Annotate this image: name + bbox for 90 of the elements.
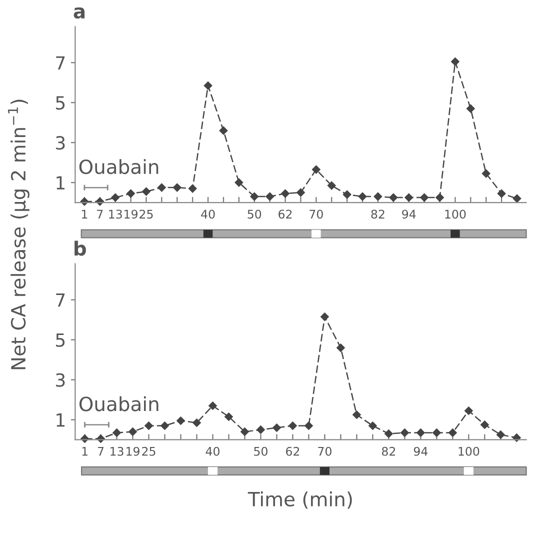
point xyxy=(234,178,244,187)
x-tick-label: 70 xyxy=(310,210,323,219)
x-tick-label: 1 xyxy=(82,210,88,218)
point xyxy=(281,189,290,198)
point xyxy=(288,422,297,430)
x-tick-label: 50 xyxy=(254,446,268,456)
point xyxy=(342,190,352,199)
point xyxy=(480,420,489,429)
point xyxy=(496,430,505,439)
point xyxy=(224,412,233,421)
point xyxy=(374,192,382,201)
point xyxy=(312,165,320,174)
point xyxy=(266,192,274,201)
x-tick-label: 1 xyxy=(82,447,88,456)
point xyxy=(400,428,409,437)
point xyxy=(208,402,217,410)
y-tick-label: 7 xyxy=(56,294,65,307)
point xyxy=(188,184,197,193)
x-tick-label: 94 xyxy=(414,446,428,456)
point xyxy=(112,428,121,437)
annotation: Ouabain xyxy=(79,396,158,412)
point xyxy=(512,194,522,203)
y-tick-label: 3 xyxy=(56,136,65,150)
x-tick-label: 82 xyxy=(382,446,396,456)
point xyxy=(497,189,506,198)
point xyxy=(404,193,413,202)
point xyxy=(327,181,336,190)
point xyxy=(173,183,182,192)
x-tick-label: 40 xyxy=(206,446,220,456)
point xyxy=(142,187,150,196)
y-tick-label: 1 xyxy=(56,176,64,190)
y-tick-label: 7 xyxy=(56,56,65,70)
point xyxy=(358,192,367,201)
x-tick-label: 62 xyxy=(286,446,300,456)
x-tick-label: 62 xyxy=(278,210,292,219)
chart-title: a xyxy=(74,7,85,19)
x-axis-title: Time (min) xyxy=(248,491,352,509)
y-tick-label: 5 xyxy=(56,96,65,110)
point xyxy=(144,422,153,430)
point xyxy=(176,416,185,425)
point xyxy=(416,428,425,437)
x-tick-label: 19 xyxy=(124,210,138,219)
point xyxy=(368,422,377,430)
point xyxy=(389,193,398,202)
point xyxy=(111,193,120,202)
point xyxy=(256,426,265,434)
point xyxy=(464,406,473,415)
point xyxy=(158,183,166,192)
point xyxy=(466,104,475,113)
point xyxy=(296,188,305,197)
x-tick-label: 40 xyxy=(201,210,215,219)
chart-title: b xyxy=(74,240,86,256)
point xyxy=(336,344,345,352)
point xyxy=(240,428,249,436)
x-tick-label: 13 xyxy=(109,210,122,219)
x-tick-label: 25 xyxy=(140,210,153,219)
point xyxy=(352,410,361,419)
point xyxy=(204,81,212,90)
x-tick-label: 50 xyxy=(248,210,262,219)
point xyxy=(160,422,169,430)
x-tick-label: 25 xyxy=(142,446,156,456)
point xyxy=(126,189,135,198)
annotation: Ouabain xyxy=(79,159,158,174)
point xyxy=(384,430,393,438)
x-tick-label: 94 xyxy=(402,210,416,219)
y-tick-label: 3 xyxy=(56,373,65,387)
x-tick-label: 82 xyxy=(371,210,384,219)
point xyxy=(482,169,490,178)
x-tick-label: 7 xyxy=(98,447,104,456)
point xyxy=(432,428,441,437)
x-tick-label: 70 xyxy=(318,446,332,456)
point xyxy=(436,193,444,202)
y-tick-label: 5 xyxy=(56,333,65,347)
point xyxy=(128,428,137,436)
y-axis-title: Net CA release (μg 2 min$^{−1}$) xyxy=(8,100,30,370)
point xyxy=(451,57,460,66)
point xyxy=(448,428,457,437)
point xyxy=(192,418,201,427)
point xyxy=(320,312,329,321)
x-tick-label: 19 xyxy=(126,446,140,456)
y-tick-label: 1 xyxy=(56,413,64,427)
x-tick-label: 7 xyxy=(97,210,103,218)
point xyxy=(272,424,281,432)
point xyxy=(250,192,259,201)
point xyxy=(420,193,428,202)
x-tick-label: 100 xyxy=(445,210,466,219)
point xyxy=(304,422,313,430)
x-tick-label: 100 xyxy=(458,446,480,456)
point xyxy=(219,126,228,135)
x-tick-label: 13 xyxy=(110,446,124,456)
